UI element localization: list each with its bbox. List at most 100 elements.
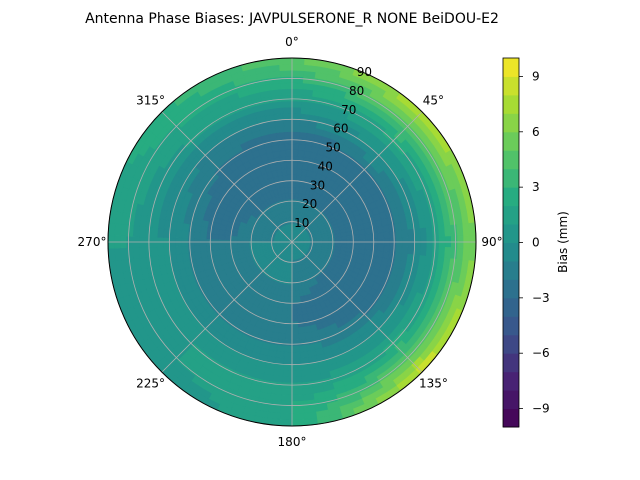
colorbar-segment — [503, 187, 519, 207]
field-cell — [199, 232, 207, 240]
colorbar-segment — [503, 58, 519, 77]
field-cell — [280, 400, 293, 408]
field-cell — [291, 82, 304, 90]
field-cell — [206, 250, 214, 258]
field-cell — [120, 247, 128, 261]
colorbar-tick-label: 6 — [532, 125, 540, 139]
field-cell — [280, 162, 288, 170]
field-cell — [279, 69, 293, 78]
field-cell — [276, 344, 286, 353]
field-cell — [291, 327, 299, 335]
field-cell — [291, 296, 297, 304]
field-cell — [298, 143, 306, 152]
field-cell — [279, 156, 287, 164]
field-cell — [401, 229, 409, 239]
field-cell — [162, 245, 171, 256]
field-cell — [291, 302, 298, 310]
field-cell — [291, 333, 300, 341]
field-cell — [285, 327, 293, 335]
field-cell — [211, 233, 220, 240]
field-cell — [370, 244, 379, 252]
colorbar-tick-label: 3 — [532, 180, 540, 194]
field-cell — [282, 364, 293, 372]
r-tick-label: 50 — [325, 141, 340, 155]
colorbar-segment — [503, 242, 519, 262]
colorbar-segment — [503, 224, 519, 243]
field-cell — [438, 225, 446, 238]
field-cell — [364, 244, 373, 251]
field-cell — [144, 246, 153, 258]
field-cell — [281, 382, 293, 390]
field-cell — [279, 413, 293, 421]
colorbar-label: Bias (mm) — [556, 211, 570, 273]
field-cell — [291, 76, 304, 84]
colorbar: −9 −6 −3 0 3 6 9 — [502, 57, 550, 428]
field-cell — [284, 339, 293, 347]
field-cell — [431, 246, 440, 258]
field-cell — [205, 232, 214, 240]
colorbar-segment — [503, 205, 519, 225]
field-cell — [291, 149, 299, 157]
r-tick-label: 60 — [333, 122, 348, 136]
theta-gridline — [291, 111, 423, 243]
theta-gridline — [161, 111, 293, 243]
field-cell — [175, 245, 183, 255]
theta-tick-label: 180° — [278, 435, 307, 449]
field-cell — [291, 131, 301, 139]
field-cell — [383, 244, 391, 253]
field-cell — [291, 413, 305, 421]
field-cell — [298, 344, 308, 353]
field-cell — [364, 227, 372, 235]
field-cell — [395, 245, 403, 254]
field-cell — [275, 125, 285, 134]
colorbar-segment — [503, 279, 519, 299]
field-cell — [187, 245, 195, 254]
field-cell — [456, 247, 464, 261]
polar-frame — [107, 57, 477, 427]
polar-grid — [107, 57, 477, 427]
field-cell — [291, 174, 298, 182]
field-cell — [296, 314, 304, 322]
colorbar-tick-label: −3 — [532, 291, 550, 305]
r-tick-label: 10 — [294, 216, 309, 230]
field-cell — [280, 76, 293, 84]
field-cell — [279, 406, 293, 415]
field-cell — [299, 350, 309, 359]
field-cell — [291, 69, 305, 78]
field-cell — [281, 168, 288, 176]
field-cell — [281, 376, 293, 384]
azimuth-labels: 0° 45° 90° 135° 180° 225° 270° 315° — [78, 35, 503, 449]
field-cell — [419, 227, 428, 238]
field-cell — [283, 131, 293, 139]
field-cell — [138, 246, 146, 259]
field-cell — [277, 338, 286, 347]
field-cell — [181, 230, 189, 239]
field-cell — [175, 229, 183, 239]
field-cell — [298, 131, 308, 140]
field-cell — [284, 143, 293, 151]
colorbar-tick-label: 9 — [532, 69, 540, 83]
field-cell — [126, 224, 134, 237]
field-cell — [291, 394, 304, 402]
field-cell — [291, 419, 306, 427]
field-cell — [212, 249, 220, 257]
field-cell — [291, 321, 299, 329]
field-cell — [389, 230, 397, 239]
field-cell — [218, 248, 226, 256]
field-cell — [283, 119, 293, 127]
field-cell — [138, 225, 146, 238]
field-cell — [144, 226, 153, 238]
field-cell — [278, 143, 286, 152]
field-cell — [291, 155, 299, 163]
field-cell — [456, 223, 464, 237]
field-cell — [288, 198, 293, 206]
field-cell — [283, 125, 293, 133]
field-cell — [282, 112, 293, 120]
field-cell — [413, 245, 422, 256]
field-cell — [285, 149, 293, 157]
field-cell — [276, 131, 286, 140]
field-cell — [242, 243, 250, 248]
colorbar-tick-label: 0 — [532, 236, 540, 250]
field-cell — [280, 88, 293, 96]
